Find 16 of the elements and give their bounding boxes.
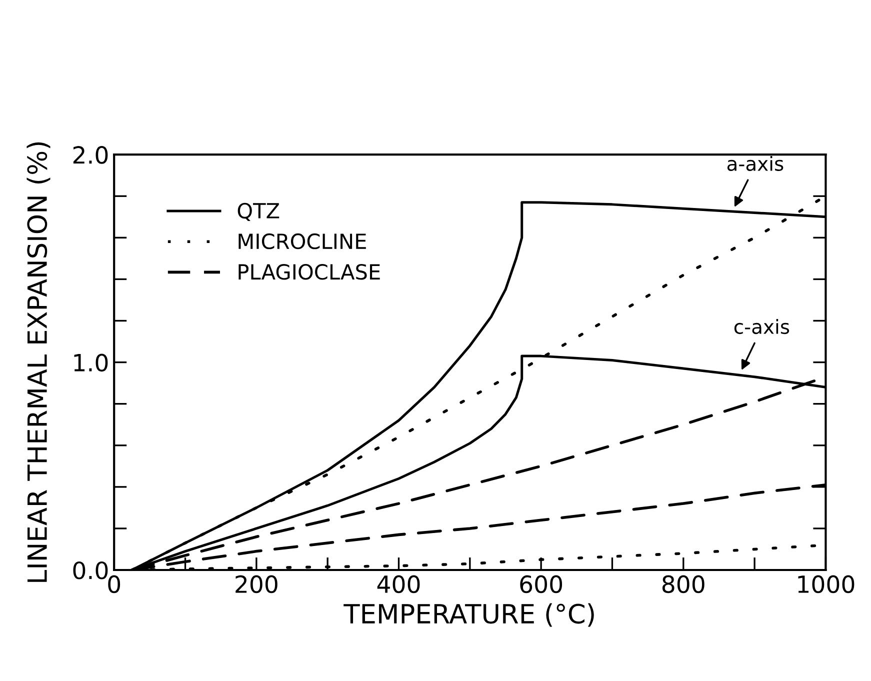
legend-label: QTZ	[238, 202, 280, 221]
y-tick-label: 0.0	[73, 561, 108, 580]
x-tick-label: 200	[236, 575, 278, 594]
x-axis-title: TEMPERATURE (°C)	[344, 603, 594, 627]
legend-label: MICROCLINE	[238, 233, 366, 250]
annotation: a-axis	[727, 156, 784, 172]
x-tick-label: 0	[108, 575, 120, 594]
y-tick-label: 2.0	[73, 146, 108, 164]
x-tick-label: 1000	[798, 575, 854, 594]
annotation: c-axis	[734, 319, 790, 334]
legend-label: PLAGIOCLASE	[238, 264, 380, 280]
y-tick-label: 1.0	[74, 354, 108, 372]
x-tick-label: 600	[520, 575, 562, 594]
x-tick-label: 800	[662, 575, 704, 594]
x-tick-label: 400	[377, 575, 420, 594]
y-axis-title: LINEAR THERMAL EXPANSION (%)	[26, 142, 50, 582]
